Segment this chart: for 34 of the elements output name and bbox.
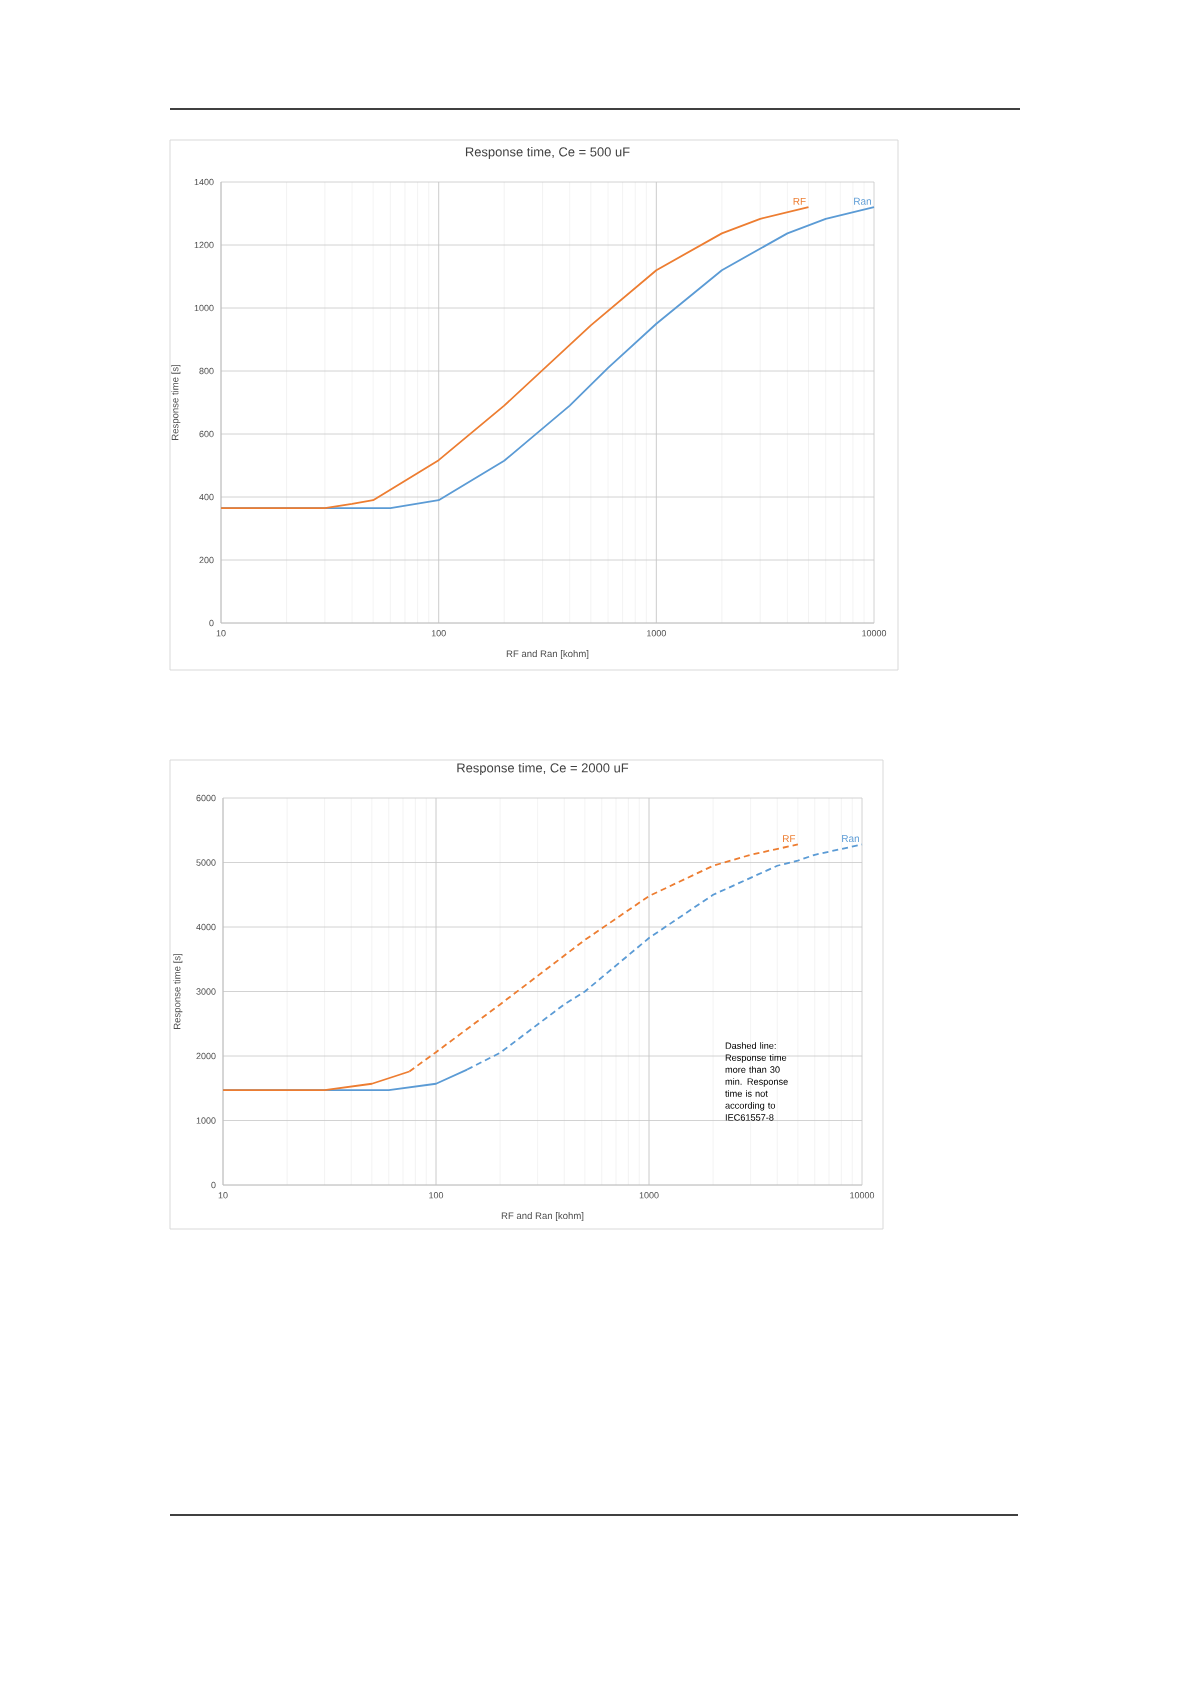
y-tick-label: 0 [209, 619, 214, 627]
y-tick-label: 5000 [196, 859, 216, 866]
y-tick-label: 1200 [194, 241, 214, 249]
y-tick-label: 1000 [194, 304, 214, 312]
x-tick-label: 10 [216, 630, 226, 637]
y-tick-label: 600 [199, 430, 214, 438]
x-tick-label: 1000 [639, 1192, 659, 1199]
y-tick-label: 2000 [196, 1052, 216, 1060]
y-tick-label: 400 [199, 493, 214, 501]
series-label: Ran [842, 835, 859, 843]
y-tick-label: 1400 [194, 178, 214, 186]
series-label: RF [783, 835, 796, 843]
y-axis-title: Response time [s] [173, 953, 183, 1030]
x-tick-label: 100 [431, 630, 446, 637]
x-tick-label: 1000 [647, 630, 666, 637]
x-tick-label: 100 [429, 1192, 444, 1199]
y-tick-label: 800 [199, 367, 214, 375]
x-axis-title: RF and Ran [kohm] [501, 1212, 584, 1222]
annotation: Dashed line: Response time more than 30 min. Response time is not according to IEC61557-8 [725, 1042, 788, 1121]
y-axis-title: Response time [s] [171, 364, 181, 440]
series-label: Ran [854, 197, 871, 205]
x-tick-label: 10000 [850, 1192, 875, 1199]
x-axis-title: RF and Ran [kohm] [506, 650, 589, 660]
chart-title: Response time, Ce = 2000 uF [457, 762, 629, 776]
chart-title: Response time, Ce = 500 uF [465, 146, 630, 160]
series-label: RF [793, 197, 806, 205]
y-tick-label: 200 [199, 556, 214, 564]
y-tick-label: 3000 [196, 988, 216, 995]
y-tick-label: 1000 [196, 1117, 216, 1124]
x-tick-label: 10000 [862, 630, 887, 637]
x-tick-label: 10 [218, 1192, 228, 1199]
y-tick-label: 0 [211, 1181, 216, 1189]
y-tick-label: 4000 [196, 923, 216, 931]
y-tick-label: 6000 [196, 794, 216, 802]
